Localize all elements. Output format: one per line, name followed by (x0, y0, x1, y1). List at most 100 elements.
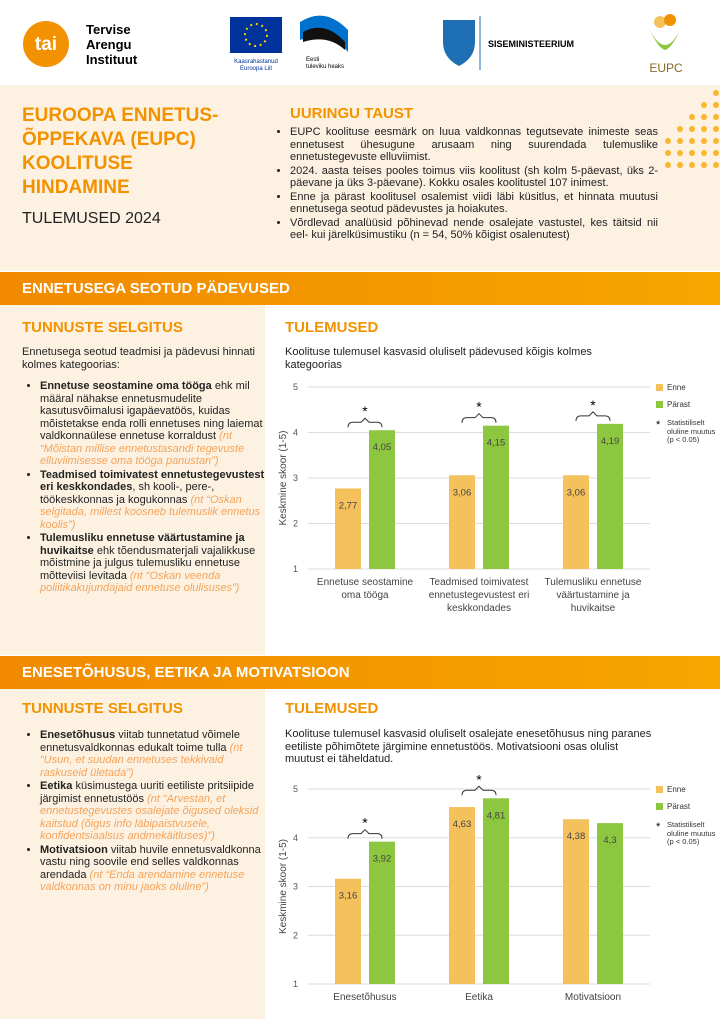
bar (483, 798, 509, 984)
significance-bracket (575, 411, 611, 421)
explanation-item: Teadmised toimivatest ennetustegevustest… (40, 469, 272, 532)
decoration-dot (701, 126, 707, 132)
item-term: Ennetuse seostamine oma tööga (40, 380, 212, 392)
item-term: Teadmised toimivatest ennetustegevustest… (40, 468, 265, 494)
legend-label: Enne (667, 383, 686, 392)
x-tick-label: Eetika (465, 992, 493, 1003)
eupc-icon (664, 14, 676, 26)
x-tick-label: Ennetuse seostamine oma tööga (316, 577, 414, 601)
ministry-shield (443, 20, 475, 66)
item-example: (nt “Mõistan millise ennetustasandi tege… (40, 430, 245, 467)
decoration-dot (689, 162, 695, 168)
explanation-background (0, 689, 265, 1019)
tai-logo: tai (35, 34, 57, 55)
bar (563, 475, 589, 569)
y-tick-label: 4 (293, 833, 298, 843)
item-text: viitab huvile ennetusvaldkonna vastu nin… (40, 843, 261, 881)
explanation-title: TUNNUSTE SELGITUS (22, 700, 183, 717)
decoration-dot (713, 150, 719, 156)
explanation-item: Motivatsioon viitab huvile ennetusvaldko… (40, 844, 272, 894)
decoration-dot (713, 102, 719, 108)
significance-bracket (347, 828, 383, 839)
background-title: UURINGU TAUST (290, 105, 414, 122)
explanation-item: Eetika küsimustega uuriti eetiliste prit… (40, 780, 272, 843)
estonia-caption: Eesti (306, 57, 319, 63)
legend-swatch (656, 401, 663, 408)
legend-label: Pärast (667, 400, 691, 409)
chart: 1 2 3 4 5 Keskmine skoor (1-5) 2,77 4,05 * 3,06 4,… (278, 375, 720, 625)
y-tick-label: 3 (293, 882, 298, 892)
item-example: (nt “Oskan selgitada, millest koosneb tu… (40, 493, 261, 531)
significance-marker: * (476, 399, 482, 415)
legend-note: Statistiliselt oluline muutus (p < 0.05) (667, 418, 716, 444)
significance-marker: * (476, 775, 482, 787)
bar (335, 878, 361, 984)
decoration-dot (701, 114, 707, 120)
eupc-icon (654, 16, 666, 28)
x-tick-label: Teadmised toimivatest ennetustegevustest… (428, 577, 530, 614)
value-label: 4,19 (601, 436, 620, 447)
decoration-dot (665, 150, 671, 156)
item-text: ehk tõendusmaterjali vajalikkuse mõistmi… (40, 544, 256, 582)
y-axis-label: Keskmine skoor (1-5) (278, 839, 289, 934)
background-bullet: 2024. aasta teises pooles toimus viis ko… (290, 165, 658, 190)
decoration-dot (677, 138, 683, 144)
bar (369, 841, 395, 984)
decoration-dot (701, 102, 707, 108)
item-example: (nt “Oskan veenda poliitikakujundajaid e… (40, 569, 240, 595)
decoration-dot (689, 150, 695, 156)
legend-label: Enne (667, 785, 686, 794)
value-label: 4,63 (453, 819, 472, 830)
eu-caption: Euroopa Liit (240, 66, 272, 72)
x-tick-label: Enesetõhusus (333, 992, 397, 1003)
estonia-caption: tuleviku heaks (306, 64, 344, 70)
x-tick-label: Tulemusliku ennetuse väärtustamine ja hu… (544, 577, 642, 614)
value-label: 3,06 (453, 487, 472, 498)
decoration-dot (677, 150, 683, 156)
header: tai Tervise Arengu Instituut Kaasrahasta… (23, 14, 683, 75)
decoration (665, 90, 719, 168)
y-tick-label: 3 (293, 473, 298, 483)
bar (483, 425, 509, 569)
decoration-dot (713, 90, 719, 96)
bar (449, 807, 475, 984)
chart-svg: 1 2 3 4 5 Keskmine skoor (1-5) 3,16 3,92 * 4,63 4,… (278, 775, 691, 989)
significance-bracket (461, 412, 497, 423)
item-example: (nt “Enda arendamine ennetuse valdkonnas… (40, 868, 245, 894)
legend-note: Statistiliselt oluline muutus (p < 0.05) (667, 820, 716, 846)
subtitle: TULEMUSED 2024 (22, 210, 161, 227)
y-tick-label: 5 (293, 784, 298, 794)
legend-swatch (656, 384, 663, 391)
legend-label: Pärast (667, 802, 691, 811)
title: EUROOPA ENNETUS- ÕPPEKAVA (EUPC) KOOLITU… (22, 104, 272, 200)
y-tick-label: 2 (293, 930, 298, 940)
item-text: küsimustega uuriti eetiliste pritsiipide… (40, 780, 255, 805)
legend-symbol: * (656, 821, 661, 833)
y-tick-label: 4 (293, 428, 298, 438)
intro-background (0, 85, 720, 271)
decoration-dot (713, 162, 719, 168)
value-label: 4,3 (603, 835, 616, 846)
decoration-dot (677, 126, 683, 132)
bar (597, 423, 623, 569)
value-label: 3,16 (339, 891, 358, 902)
background-bullet: EUPC koolituse eesmärk on luua valdkonna… (290, 126, 658, 164)
title-line: EUROOPA ENNETUS- (22, 105, 219, 126)
decoration-dot (665, 138, 671, 144)
explanation-item: Enesetõhusus viitab tunnetatud võimele e… (40, 729, 272, 779)
estonia-logo (303, 27, 345, 50)
title-line: HINDAMINE (22, 177, 130, 198)
results-caption: Koolituse tulemusel kasvasid oluliselt p… (285, 346, 592, 371)
significance-bracket (461, 785, 497, 796)
bar (369, 430, 395, 569)
value-label: 4,38 (567, 831, 586, 842)
y-tick-label: 2 (293, 519, 298, 529)
y-tick-label: 1 (293, 979, 298, 989)
explanation-background (0, 305, 265, 655)
decoration-dot (713, 138, 719, 144)
item-term: Eetika (40, 780, 73, 792)
decoration-dot (689, 114, 695, 120)
explanation-list: Enesetõhusus viitab tunnetatud võimele e… (22, 729, 272, 895)
title-line: ÕPPEKAVA (EUPC) (22, 129, 196, 150)
